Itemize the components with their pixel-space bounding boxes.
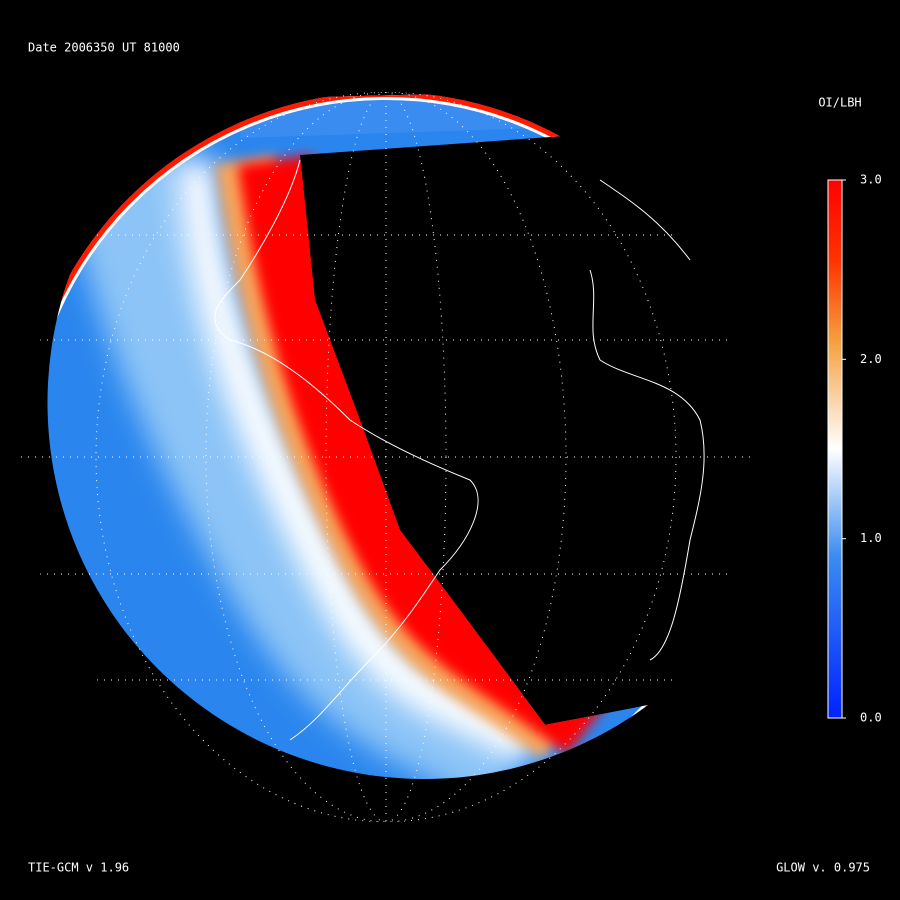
- date-label: Date 2006350: [28, 41, 115, 55]
- model-version: TIE-GCM v 1.96: [28, 861, 129, 875]
- colorbar-tick-label: 1.0: [860, 531, 882, 545]
- colorbar-title: OI/LBH: [818, 96, 861, 110]
- coastlines: [214, 159, 705, 741]
- ut-label: UT 81000: [122, 41, 180, 55]
- glow-version: GLOW v. 0.975: [776, 861, 870, 875]
- colorbar-tick-label: 0.0: [860, 711, 882, 725]
- graticule: [21, 92, 751, 822]
- colorbar-tick-label: 2.0: [860, 352, 882, 366]
- colorbar-tick-label: 3.0: [860, 173, 882, 187]
- colorbar: [827, 179, 843, 719]
